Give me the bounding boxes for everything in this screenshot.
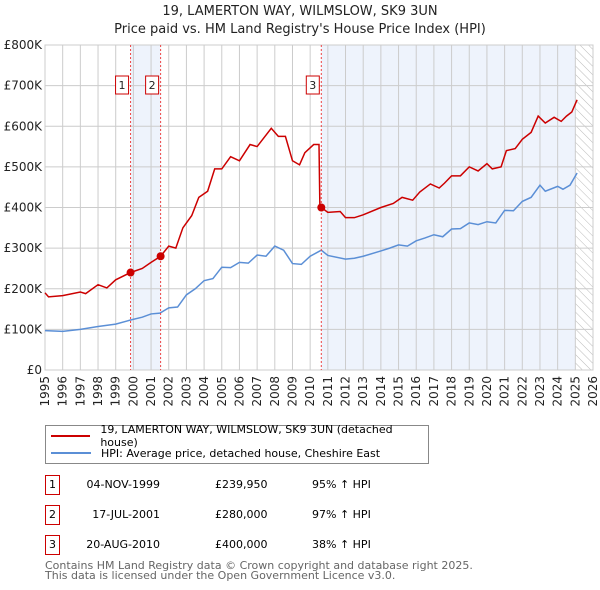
x-tick-label: 1999 [109,376,123,407]
footer: Contains HM Land Registry data © Crown c… [45,559,473,582]
price-chart: 1995 1996 1997 1998 1999 2000 2001 2002 2003 2004… [4,38,600,407]
x-tick-label: 2008 [268,376,282,407]
y-tick-label: £200K [4,282,44,296]
x-tick-label: 2018 [445,376,459,407]
y-tick-label: £600K [4,119,44,133]
sale-hpi: 38% ↑ HPI [312,538,371,551]
legend-item-property: 19, LAMERTON WAY, WILMSLOW, SK9 3UN (det… [51,423,428,449]
x-tick-label: 2022 [515,376,529,407]
x-tick-label: 2002 [162,376,176,407]
legend-label: HPI: Average price, detached house, Ches… [101,446,381,460]
x-tick-label: 2016 [409,376,423,407]
x-tick-label: 1998 [91,376,105,407]
sale-row: 3 20-AUG-2010 £400,000 38% ↑ HPI [45,535,445,555]
x-tick-label: 2011 [321,376,335,407]
sale-hpi: 97% ↑ HPI [312,508,371,521]
sale-point [126,268,135,277]
x-tick-label: 2007 [250,376,264,407]
sale-point [317,203,326,212]
y-tick-label: £700K [4,79,44,93]
x-tick-label: 2004 [197,376,211,407]
sale-number: 3 [45,535,60,555]
x-tick-label: 1995 [38,376,52,407]
x-tick-label: 2013 [356,376,370,407]
y-tick-label: £0 [27,363,42,377]
x-tick-label: 2019 [462,376,476,407]
x-tick-label: 2014 [374,376,388,407]
sale-row: 2 17-JUL-2001 £280,000 97% ↑ HPI [45,505,445,525]
chart-title: 19, LAMERTON WAY, WILMSLOW, SK9 3UN [162,4,438,19]
sale-point [156,252,165,261]
sale-row: 1 04-NOV-1999 £239,950 95% ↑ HPI [45,475,445,495]
x-tick-label: 2006 [232,376,246,407]
x-tick-label: 2024 [551,376,565,407]
sale-marker-box [305,75,320,95]
x-tick-label: 2005 [215,376,229,407]
sale-number: 1 [45,475,60,495]
plot-border [44,44,594,371]
y-tick-label: £800K [4,38,44,52]
footer-line: This data is licensed under the Open Gov… [45,569,396,582]
legend-item-hpi: HPI: Average price, detached house, Ches… [51,446,380,460]
x-tick-label: 2015 [392,376,406,407]
legend-label: 19, LAMERTON WAY, WILMSLOW, SK9 3UN (det… [100,423,393,449]
x-tick-label: 2025 [568,376,582,407]
sale-price: £280,000 [215,508,268,521]
sale-marker-label: 3 [309,79,316,92]
legend: 19, LAMERTON WAY, WILMSLOW, SK9 3UN (det… [45,423,429,464]
sale-marker-box [115,75,130,95]
sale-date: 20-AUG-2010 [86,538,160,551]
x-tick-label: 2020 [480,376,494,407]
sale-price: £400,000 [215,538,268,551]
sale-number: 2 [45,505,60,525]
sale-marker-box [145,75,160,95]
sale-price: £239,950 [215,478,268,491]
y-tick-label: £400K [4,201,44,215]
x-tick-label: 1996 [56,376,70,407]
x-tick-label: 2000 [126,376,140,407]
chart-subtitle: Price paid vs. HM Land Registry's House … [114,22,486,37]
x-tick-label: 2023 [533,376,547,407]
sale-marker-label: 2 [149,79,156,92]
x-tick-label: 2021 [498,376,512,407]
x-tick-label: 2009 [285,376,299,407]
x-tick-label: 2026 [586,376,600,407]
x-tick-label: 2010 [303,376,317,407]
y-tick-label: £100K [4,322,44,336]
x-tick-label: 2017 [427,376,441,407]
x-tick-label: 2001 [144,376,158,407]
sale-date: 17-JUL-2001 [92,508,160,521]
footer-line: Contains HM Land Registry data © Crown c… [45,559,473,572]
x-tick-label: 2012 [339,376,353,407]
x-tick-label: 1997 [73,376,87,407]
sale-hpi: 95% ↑ HPI [312,478,371,491]
x-tick-label: 2003 [179,376,193,407]
sale-marker-label: 1 [119,79,126,92]
y-tick-label: £500K [4,160,44,174]
y-tick-label: £300K [4,241,44,255]
series-line [44,172,578,333]
sale-date: 04-NOV-1999 [86,478,160,491]
